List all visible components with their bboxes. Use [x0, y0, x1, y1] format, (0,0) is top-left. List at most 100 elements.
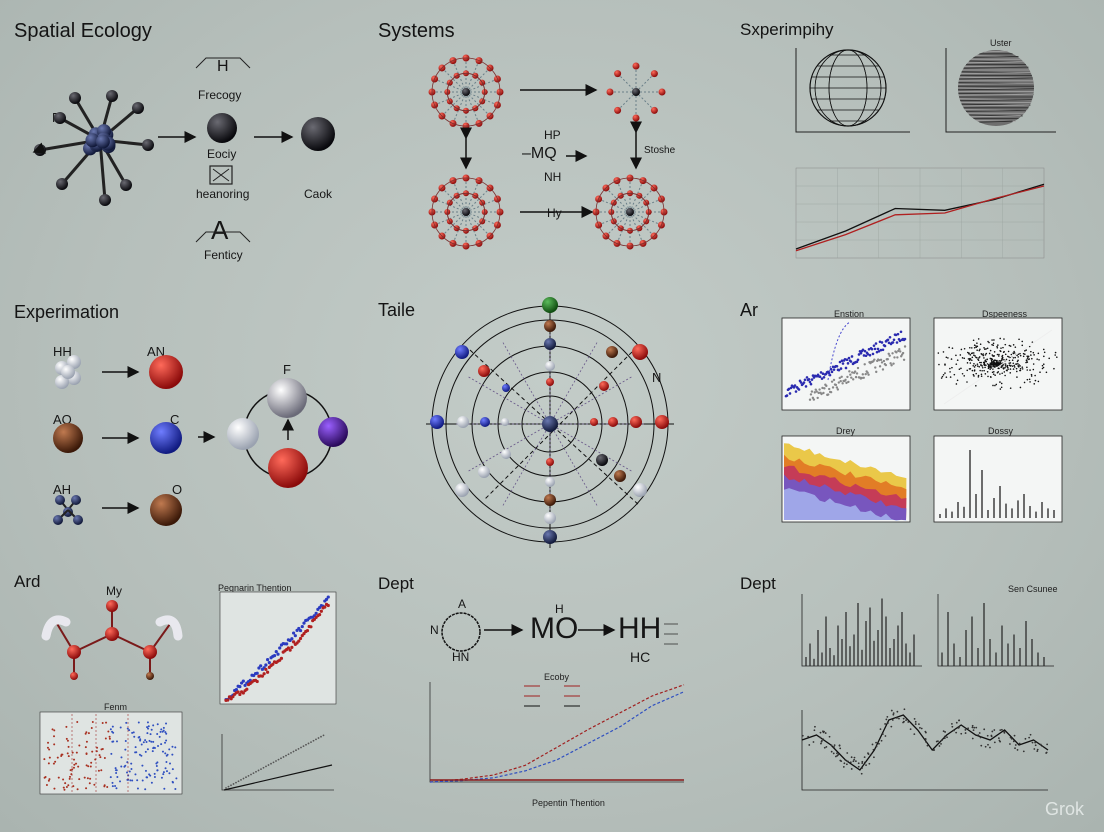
data-point: [1053, 367, 1055, 370]
data-point: [1033, 748, 1036, 750]
data-point: [1009, 368, 1012, 370]
wireframe-globe: [809, 49, 887, 127]
data-point: [992, 368, 994, 370]
data-point: [266, 670, 270, 674]
data-point: [1041, 745, 1044, 748]
data-point: [1016, 749, 1019, 751]
data-point: [877, 358, 881, 362]
ring-molecule: [441, 612, 481, 652]
data-point: [1012, 362, 1015, 365]
data-point: [976, 342, 978, 344]
data-point: [993, 741, 996, 744]
data-point: [918, 723, 920, 726]
red-ball: [268, 448, 308, 488]
polar-node: [480, 417, 490, 427]
series-line-1: [795, 185, 1045, 252]
data-point: [898, 339, 902, 343]
outer-ring: [595, 177, 665, 247]
label-an: AN: [147, 344, 166, 359]
data-point: [53, 743, 56, 746]
label-hh-mid: HH: [618, 612, 662, 645]
label-uster: Uster: [990, 38, 1012, 48]
series-line: [801, 714, 1049, 771]
data-point: [820, 742, 822, 745]
data-point: [864, 372, 867, 376]
data-point: [1014, 356, 1016, 359]
data-point: [984, 366, 986, 369]
data-point: [1021, 366, 1024, 368]
data-point: [882, 359, 886, 363]
polar-node: [655, 415, 669, 429]
data-point: [226, 698, 230, 702]
data-point: [971, 359, 973, 362]
atom: [105, 627, 119, 641]
data-point: [99, 756, 102, 759]
data-point: [831, 365, 835, 369]
data-point: [960, 348, 963, 351]
data-point: [884, 735, 887, 737]
data-point: [979, 736, 982, 739]
data-point: [821, 372, 825, 375]
atom: [143, 645, 157, 659]
data-point: [96, 746, 99, 749]
data-point: [1045, 751, 1048, 754]
data-point: [899, 330, 903, 334]
title-spatial-ecology: Spatial Ecology: [14, 20, 152, 42]
data-point: [1009, 345, 1012, 347]
label-enstion: Enstion: [834, 309, 865, 319]
data-point: [115, 787, 118, 790]
data-point: [155, 762, 158, 765]
data-point: [840, 359, 844, 363]
data-point: [969, 354, 972, 356]
data-point: [808, 398, 812, 401]
polar-node: [542, 416, 558, 432]
molecule-wheel-d: [592, 174, 668, 250]
data-point: [145, 741, 148, 744]
data-point: [147, 727, 150, 730]
data-point: [977, 376, 980, 378]
data-point: [976, 363, 979, 365]
data-point: [845, 381, 848, 385]
data-point: [149, 733, 152, 736]
title-ar: Ar: [740, 300, 758, 320]
data-point: [293, 634, 297, 638]
molecule-ball: [301, 117, 335, 151]
data-point: [1008, 344, 1011, 347]
data-point: [839, 379, 842, 383]
spoke: [501, 423, 551, 508]
data-point: [264, 667, 268, 671]
data-point: [227, 785, 230, 788]
data-point: [276, 652, 280, 656]
spoke: [629, 211, 655, 237]
data-point: [816, 396, 819, 400]
data-point: [830, 380, 834, 383]
data-point: [788, 392, 792, 395]
spoke: [466, 375, 551, 425]
data-point: [944, 364, 946, 366]
data-point: [997, 355, 1000, 357]
data-point: [956, 359, 959, 361]
data-point: [951, 347, 954, 349]
data-point: [1054, 354, 1056, 356]
data-point: [972, 364, 975, 367]
data-point: [970, 352, 973, 355]
data-point: [73, 763, 76, 766]
data-point: [942, 730, 945, 733]
center-atom: [626, 208, 634, 216]
data-point: [986, 347, 989, 350]
data-point: [967, 358, 970, 360]
series-line-0: [429, 684, 685, 783]
data-point: [1002, 346, 1004, 349]
data-point: [993, 729, 996, 731]
data-point: [863, 761, 866, 764]
data-point: [797, 388, 801, 391]
textured-globe: [957, 50, 1035, 126]
data-point: [976, 365, 979, 367]
data-point: [1024, 350, 1026, 352]
data-point: [141, 764, 144, 767]
series-line-1: [429, 691, 685, 783]
data-point: [983, 357, 985, 359]
data-point: [1030, 350, 1032, 353]
data-point: [867, 752, 869, 755]
data-point: [991, 339, 993, 341]
